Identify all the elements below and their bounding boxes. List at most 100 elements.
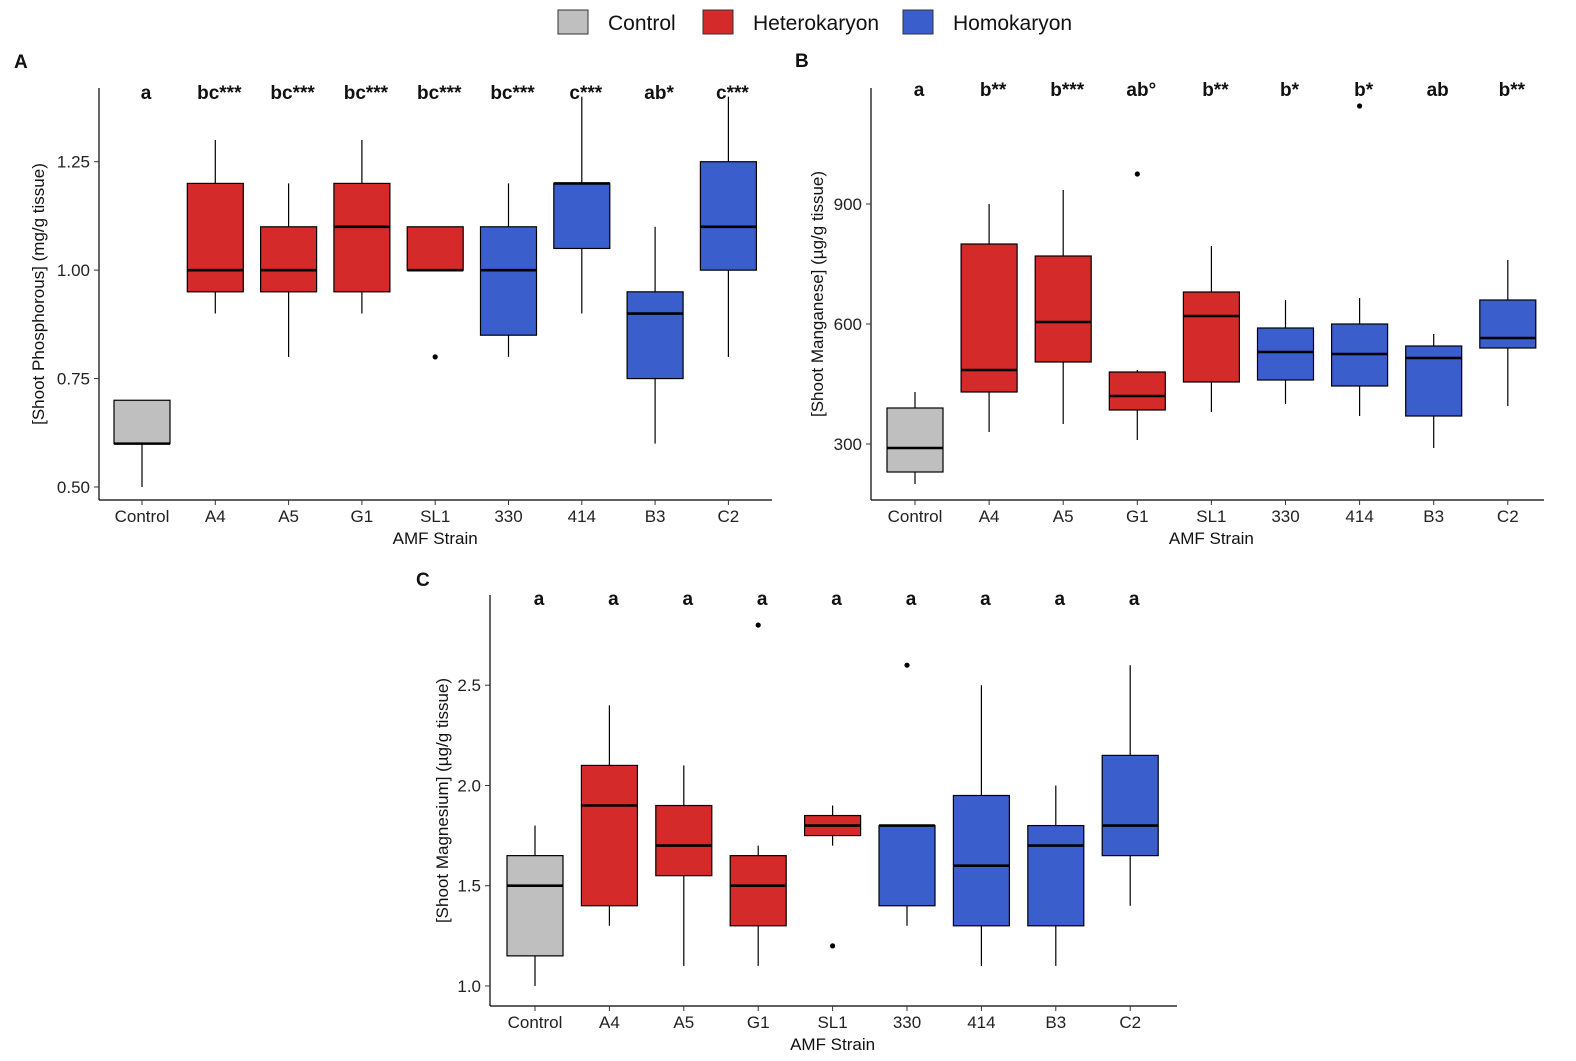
- box-body: [1479, 299, 1537, 349]
- significance-label: a: [1055, 589, 1066, 610]
- x-tick-label: B3: [645, 507, 666, 526]
- box-sl1: [803, 805, 862, 949]
- outlier-point: [432, 354, 438, 360]
- box-body: [1101, 754, 1159, 857]
- x-tick-label: SL1: [817, 1013, 847, 1032]
- box-body: [655, 804, 713, 877]
- y-tick-label: 300: [834, 435, 862, 454]
- x-tick-label: SL1: [420, 507, 450, 526]
- outlier-point: [755, 622, 761, 628]
- significance-label: bc***: [197, 83, 242, 104]
- box-c2: [1479, 260, 1537, 406]
- y-tick-label: 2.0: [457, 776, 481, 795]
- box-body: [553, 182, 611, 250]
- significance-label: bc***: [490, 83, 535, 104]
- x-tick-label: C2: [718, 507, 740, 526]
- significance-label: a: [141, 83, 152, 104]
- box-body: [886, 407, 944, 473]
- significance-label: bc***: [417, 83, 462, 104]
- legend: Control Heterokaryon Homokaryon: [557, 9, 1072, 35]
- y-axis-title: [Shoot Magnesium] (µg/g tissue): [433, 678, 452, 923]
- x-tick-label: SL1: [1196, 507, 1226, 526]
- legend-label: Homokaryon: [953, 12, 1072, 35]
- legend-swatch: [557, 9, 589, 35]
- significance-label: c***: [716, 83, 749, 104]
- x-tick-label: 414: [967, 1013, 995, 1032]
- significance-label: c***: [569, 83, 602, 104]
- significance-label: b*: [1280, 80, 1300, 101]
- y-axis-title: [Shoot Phosphorous] (mg/g tissue): [29, 163, 48, 425]
- box-b3: [1027, 785, 1085, 966]
- x-tick-label: Control: [115, 507, 170, 526]
- y-tick-label: 0.75: [57, 370, 90, 389]
- box-b3: [1405, 334, 1463, 448]
- box-body: [333, 182, 391, 293]
- x-tick-label: Control: [508, 1013, 563, 1032]
- x-tick-label: A5: [278, 507, 299, 526]
- x-tick-label: C2: [1497, 507, 1519, 526]
- panel-letter: B: [795, 51, 809, 72]
- box-sl1: [406, 226, 464, 360]
- x-tick-label: 330: [893, 1013, 921, 1032]
- x-tick-label: 414: [1345, 507, 1373, 526]
- significance-label: a: [914, 80, 925, 101]
- y-tick-label: 900: [834, 195, 862, 214]
- y-tick-label: 600: [834, 315, 862, 334]
- significance-label: a: [906, 589, 917, 610]
- box-414: [1330, 103, 1389, 416]
- x-tick-label: 330: [1271, 507, 1299, 526]
- box-body: [580, 764, 639, 907]
- box-body: [878, 824, 936, 907]
- significance-label: ab*: [644, 83, 674, 104]
- significance-label: a: [980, 589, 991, 610]
- significance-label: bc***: [344, 83, 389, 104]
- panel-letter: A: [14, 52, 28, 73]
- outlier-point: [830, 943, 836, 949]
- box-body: [260, 226, 318, 293]
- box-body: [186, 182, 244, 293]
- significance-label: b**: [1202, 80, 1229, 101]
- x-tick-label: A4: [979, 507, 1000, 526]
- x-tick-label: A5: [1053, 507, 1074, 526]
- legend-swatch: [902, 9, 934, 35]
- outlier-point: [1134, 171, 1140, 177]
- significance-label: a: [831, 589, 842, 610]
- significance-label: a: [608, 589, 619, 610]
- significance-label: ab: [1427, 80, 1449, 101]
- box-body: [1034, 255, 1092, 363]
- box-body: [479, 226, 538, 336]
- x-tick-label: C2: [1119, 1013, 1141, 1032]
- box-g1: [729, 622, 787, 966]
- panel-a: A 0.50 0.75 1.00 1.25 [Shoot Phosphorous] (mg…: [14, 52, 772, 548]
- box-body: [699, 161, 758, 271]
- x-tick-label: A5: [673, 1013, 694, 1032]
- significance-label: b*: [1354, 80, 1374, 101]
- box-body: [626, 291, 684, 380]
- significance-label: a: [757, 589, 768, 610]
- box-body: [1405, 345, 1463, 417]
- legend-label: Control: [608, 12, 676, 35]
- significance-label: a: [1129, 589, 1140, 610]
- box-a4: [580, 705, 639, 926]
- box-body: [1256, 327, 1315, 381]
- box-sl1: [1182, 246, 1241, 412]
- significance-label: b**: [980, 80, 1007, 101]
- x-tick-label: 414: [568, 507, 596, 526]
- panel-b: B 300 600 900 [Shoot Manganese] (µg/g tissue…: [795, 51, 1544, 548]
- x-tick-label: Control: [888, 507, 943, 526]
- y-tick-label: 1.5: [457, 877, 481, 896]
- y-tick-label: 1.00: [57, 261, 90, 280]
- significance-label: b**: [1499, 80, 1526, 101]
- box-c2: [699, 96, 758, 357]
- legend-swatch: [702, 9, 734, 35]
- box-body: [406, 226, 464, 271]
- y-axis-title: [Shoot Manganese] (µg/g tissue): [808, 171, 827, 417]
- box-body: [113, 399, 171, 445]
- x-tick-label: B3: [1045, 1013, 1066, 1032]
- x-tick-label: G1: [747, 1013, 770, 1032]
- box-body: [506, 855, 564, 957]
- box-g1: [1108, 171, 1166, 440]
- y-tick-label: 0.50: [57, 478, 90, 497]
- x-tick-label: 330: [494, 507, 522, 526]
